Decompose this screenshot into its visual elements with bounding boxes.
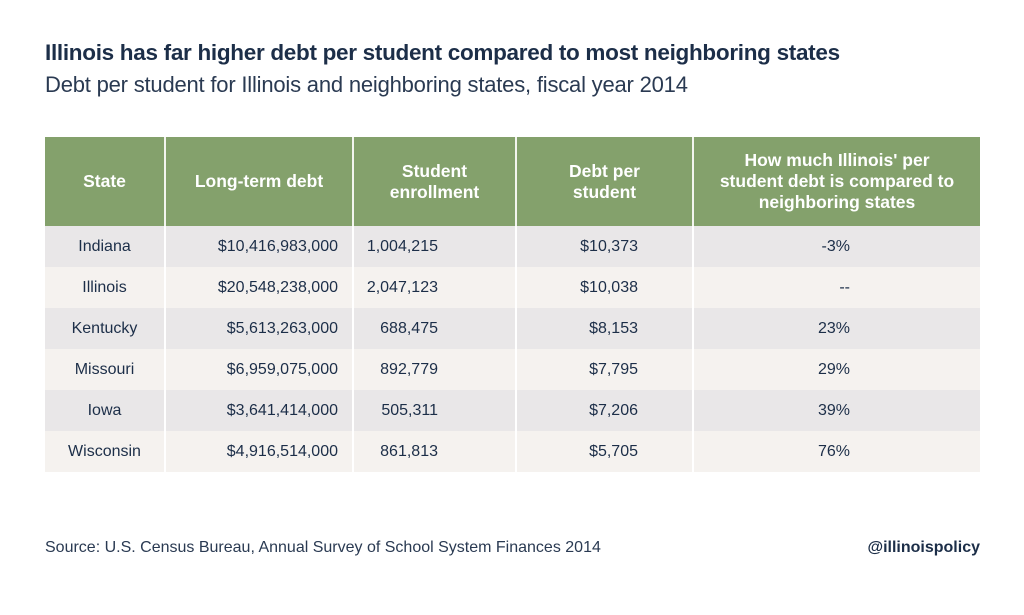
cell-state: Missouri — [45, 349, 166, 390]
column-header-comparison: How much Illinois' per student debt is c… — [692, 137, 980, 226]
column-header-debt-per-student: Debt per student — [515, 137, 694, 226]
cell-enrollment: 688,475 — [352, 308, 517, 349]
cell-state: Indiana — [45, 226, 166, 267]
cell-enrollment: 892,779 — [352, 349, 517, 390]
cell-comparison: 29% — [692, 349, 980, 390]
cell-debt-per-student: $10,038 — [515, 267, 694, 308]
cell-long-term-debt: $20,548,238,000 — [164, 267, 354, 308]
cell-state: Kentucky — [45, 308, 166, 349]
table-row: Kentucky $5,613,263,000 688,475 $8,153 2… — [45, 308, 980, 349]
chart-title: Illinois has far higher debt per student… — [45, 40, 840, 65]
cell-debt-per-student: $8,153 — [515, 308, 694, 349]
cell-comparison: -- — [692, 267, 980, 308]
cell-long-term-debt: $10,416,983,000 — [164, 226, 354, 267]
cell-enrollment: 861,813 — [352, 431, 517, 472]
cell-debt-per-student: $7,206 — [515, 390, 694, 431]
cell-comparison: 23% — [692, 308, 980, 349]
cell-enrollment: 1,004,215 — [352, 226, 517, 267]
table-row: Indiana $10,416,983,000 1,004,215 $10,37… — [45, 226, 980, 267]
cell-long-term-debt: $5,613,263,000 — [164, 308, 354, 349]
cell-debt-per-student: $10,373 — [515, 226, 694, 267]
column-header-long-term-debt: Long-term debt — [164, 137, 354, 226]
cell-long-term-debt: $3,641,414,000 — [164, 390, 354, 431]
source-note: Source: U.S. Census Bureau, Annual Surve… — [45, 539, 601, 556]
cell-debt-per-student: $5,705 — [515, 431, 694, 472]
header-text: How much Illinois' per student debt is c… — [719, 150, 955, 212]
chart-subtitle: Debt per student for Illinois and neighb… — [45, 72, 688, 97]
cell-comparison: 39% — [692, 390, 980, 431]
cell-state: Wisconsin — [45, 431, 166, 472]
cell-enrollment: 2,047,123 — [352, 267, 517, 308]
debt-table: State Long-term debt Student enrollment … — [45, 137, 980, 472]
column-header-state: State — [45, 137, 166, 226]
column-header-student-enrollment: Student enrollment — [352, 137, 517, 226]
header-text: Debt per student — [569, 160, 640, 202]
cell-enrollment: 505,311 — [352, 390, 517, 431]
table-row: Wisconsin $4,916,514,000 861,813 $5,705 … — [45, 431, 980, 472]
cell-state: Illinois — [45, 267, 166, 308]
cell-long-term-debt: $6,959,075,000 — [164, 349, 354, 390]
cell-state: Iowa — [45, 390, 166, 431]
table-row: Iowa $3,641,414,000 505,311 $7,206 39% — [45, 390, 980, 431]
table-row: Missouri $6,959,075,000 892,779 $7,795 2… — [45, 349, 980, 390]
header-text: Student enrollment — [389, 160, 480, 202]
cell-comparison: 76% — [692, 431, 980, 472]
cell-long-term-debt: $4,916,514,000 — [164, 431, 354, 472]
table-header-row: State Long-term debt Student enrollment … — [45, 137, 980, 226]
cell-debt-per-student: $7,795 — [515, 349, 694, 390]
cell-comparison: -3% — [692, 226, 980, 267]
social-handle: @illinoispolicy — [867, 539, 980, 556]
table-row: Illinois $20,548,238,000 2,047,123 $10,0… — [45, 267, 980, 308]
